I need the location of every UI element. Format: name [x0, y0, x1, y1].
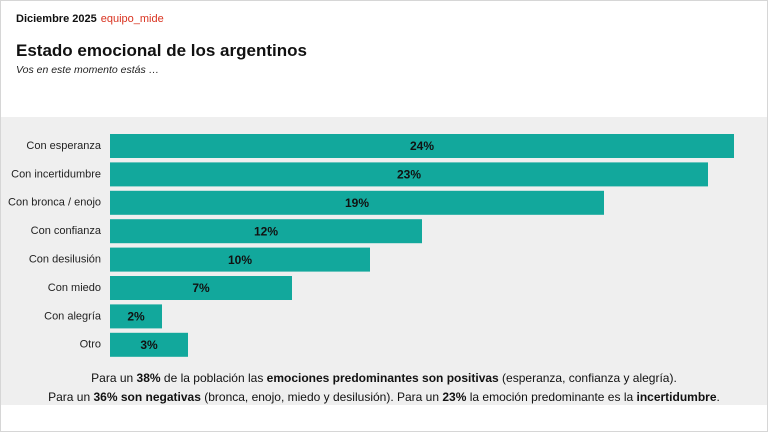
footer-text: (bronca, enojo, miedo y desilusión). Par… [200, 389, 443, 404]
bar [110, 332, 188, 357]
value-label: 7% [192, 281, 210, 295]
footer-text: incertidumbre [636, 389, 717, 404]
date: Diciembre 2025 [16, 13, 97, 25]
header: Diciembre 2025 equipo_mide [16, 13, 164, 25]
bar [110, 134, 734, 158]
footer-text: 38% [136, 371, 161, 385]
bar [110, 304, 162, 329]
value-label: 24% [410, 139, 434, 153]
category-label: Otro [80, 339, 101, 351]
category-label: Con alegría [44, 310, 102, 322]
value-label: 2% [127, 310, 145, 324]
bar [110, 247, 370, 272]
value-label: 10% [228, 253, 252, 267]
category-label: Con esperanza [26, 140, 101, 152]
category-label: Con confianza [31, 225, 102, 237]
footer-text: emociones predominantes son positivas [266, 371, 499, 385]
value-label: 23% [397, 168, 421, 182]
chart-title: Estado emocional de los argentinos [16, 41, 307, 60]
footer-line: Para un 36% son negativas (bronca, enojo… [0, 388, 768, 407]
value-label: 12% [254, 224, 278, 238]
footer-text: la emoción predominante es la [466, 389, 637, 404]
footer-text: 23% [442, 389, 467, 404]
category-label: Con incertidumbre [11, 168, 101, 180]
footer-line: Para un 38% de la población las emocione… [0, 369, 768, 388]
footer-text: 36% son negativas [93, 389, 201, 404]
category-label: Con desilusión [29, 254, 101, 266]
bar [110, 162, 708, 187]
bar [110, 219, 422, 244]
footer-text: Para un [91, 371, 137, 385]
bar [110, 276, 292, 300]
footer: Para un 38% de la población las emocione… [0, 369, 768, 406]
footer-text: (esperanza, confianza y alegría). [498, 371, 677, 385]
footer-text: Para un [48, 389, 94, 404]
category-label: Con bronca / enojo [8, 197, 101, 209]
value-label: 19% [345, 196, 369, 210]
brand: equipo_mide [100, 13, 164, 25]
footer-text: de la población las [160, 371, 267, 385]
bar [110, 190, 604, 215]
footer-text: . [716, 389, 720, 404]
chart-subtitle: Vos en este momento estás … [16, 64, 160, 76]
category-label: Con miedo [48, 282, 101, 294]
value-label: 3% [140, 338, 158, 352]
